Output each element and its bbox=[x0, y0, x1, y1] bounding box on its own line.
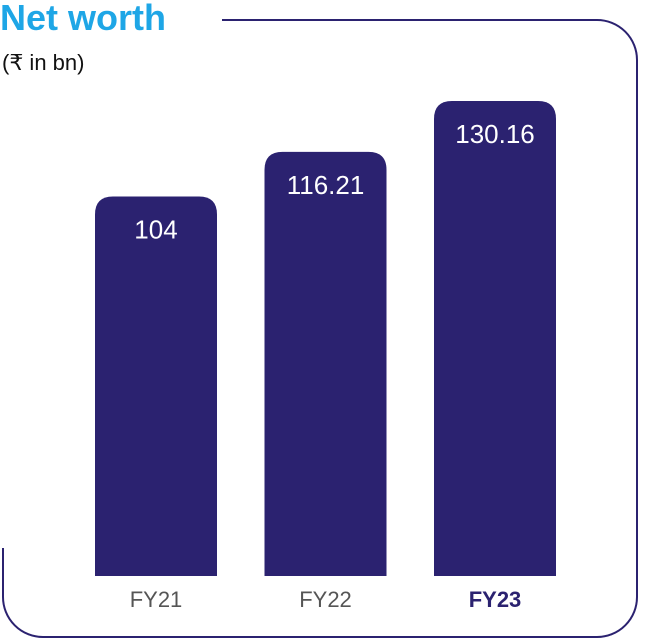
value-label: 104 bbox=[134, 214, 177, 244]
chart-title: Net worth bbox=[0, 0, 166, 38]
value-label: 116.21 bbox=[287, 170, 365, 200]
bar bbox=[434, 101, 556, 576]
x-tick-label: FY22 bbox=[299, 587, 352, 612]
x-tick-label: FY23 bbox=[469, 587, 522, 612]
value-label: 130.16 bbox=[455, 119, 535, 149]
bar bbox=[264, 151, 387, 576]
bar bbox=[95, 196, 217, 577]
frame bbox=[2, 19, 638, 638]
chart-subtitle: (₹ in bn) bbox=[2, 50, 84, 75]
x-tick-label: FY21 bbox=[130, 587, 183, 612]
